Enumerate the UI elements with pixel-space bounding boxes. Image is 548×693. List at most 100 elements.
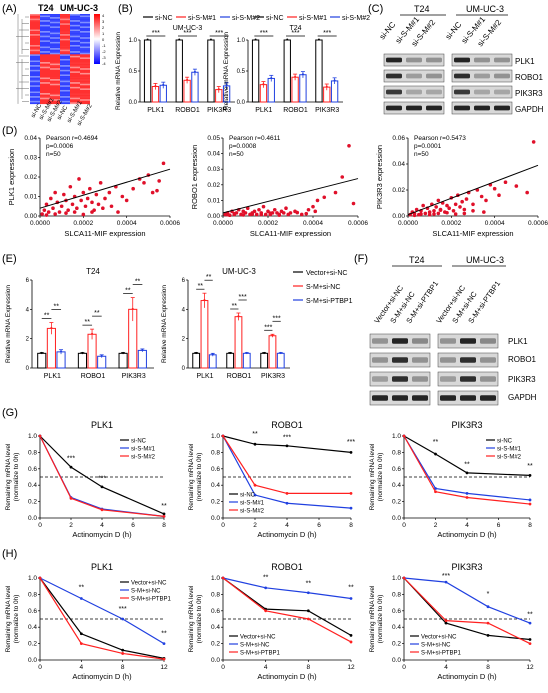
chart-title: PLK1	[91, 562, 113, 572]
heatmap-cell	[40, 76, 50, 78]
data-point	[44, 202, 49, 207]
heatmap-cell	[60, 71, 70, 74]
blot-band	[392, 357, 408, 363]
x-tick-label: 0.0006	[528, 220, 548, 227]
heatmap-cell	[50, 15, 60, 18]
y-tick-label: 0.5	[129, 69, 138, 75]
heatmap-cell	[40, 18, 50, 21]
x-tick-label: 0.0004	[117, 220, 137, 227]
y-tick-label: 0.2	[28, 499, 37, 506]
data-point	[471, 209, 475, 213]
data-point	[96, 202, 101, 207]
heatmap-cell	[40, 58, 50, 61]
significance-label: **	[348, 584, 354, 591]
heatmap-cell	[70, 45, 80, 47]
heatmap-cell	[70, 71, 80, 74]
blot-band	[474, 73, 490, 79]
data-point	[252, 209, 257, 214]
colorbar-label: 3	[102, 19, 105, 24]
heatmap-cell	[30, 32, 40, 35]
y-tick-label: 0.06	[392, 135, 405, 142]
x-axis-label: Actinomycin D (h)	[72, 530, 132, 539]
data-point	[531, 140, 536, 144]
y-axis-label: (normalize to 0h)	[13, 595, 20, 644]
data-point	[100, 508, 104, 512]
y-tick-label: 0.6	[211, 608, 220, 615]
heatmap-cell	[30, 51, 40, 53]
panel-letter-g: (G)	[2, 407, 18, 419]
data-point	[349, 506, 353, 510]
heatmap-cell	[30, 71, 40, 74]
x-tick-label: 12	[160, 664, 168, 671]
legend-label: si-S-M#1	[240, 501, 265, 507]
heatmap-cell	[60, 27, 70, 30]
bar	[77, 352, 87, 369]
y-tick-label: 4	[182, 307, 186, 313]
heatmap-cell	[80, 17, 90, 19]
data-point	[257, 207, 261, 212]
data-point	[186, 78, 189, 81]
heatmap-cell	[80, 100, 90, 103]
heatmap-cell	[50, 41, 60, 44]
data-point	[229, 351, 232, 354]
y-tick-label: 2	[182, 337, 186, 343]
heatmap-cell	[70, 21, 80, 24]
heatmap-cells	[30, 14, 90, 105]
heatmap-cell	[50, 99, 60, 101]
blot-band	[440, 338, 456, 344]
stat-label: Pearson r=0.5473	[414, 135, 466, 142]
y-tick-label: 0.0	[28, 515, 37, 522]
y-tick-label: 0.2	[211, 641, 220, 648]
data-point	[349, 640, 353, 644]
data-point	[261, 204, 266, 209]
data-point	[349, 492, 353, 495]
x-tick-label: 4	[444, 664, 448, 671]
heatmap-cell	[50, 79, 60, 81]
heatmap-cell	[50, 52, 60, 55]
heatmap-cell	[80, 45, 90, 47]
blot-title-umuc3: UM-UC-3	[466, 4, 504, 14]
data-point	[486, 621, 490, 625]
heatmap-cell	[60, 68, 70, 70]
data-point	[203, 299, 206, 302]
data-point	[150, 190, 155, 195]
heatmap-cell	[40, 86, 50, 89]
blot-band	[386, 57, 402, 63]
blot-band	[494, 73, 510, 79]
heatmap-cell	[70, 18, 80, 21]
heatmap-cell	[80, 71, 90, 74]
heatmap-cell	[50, 62, 60, 64]
heatmap-cell	[60, 72, 70, 75]
blot-strip	[383, 53, 445, 67]
heatmap-cell	[50, 20, 60, 22]
heatmap-cell	[80, 77, 90, 80]
significance-label: **	[263, 575, 269, 582]
legend-label: si-S-M#1	[497, 447, 522, 453]
y-tick-label: 0.05	[207, 135, 220, 142]
heatmap-cell	[30, 37, 40, 39]
y-tick-label: 0.4	[28, 482, 37, 489]
panel-b-legends: si-NC si-S-M#1 si-S-M#2 si-NC si-S-M#1 s…	[143, 15, 370, 22]
data-point	[250, 212, 255, 216]
heatmap-cell	[40, 20, 50, 22]
blot-band	[474, 89, 490, 95]
data-point	[445, 203, 449, 208]
y-tick-label: 0.0	[392, 657, 401, 664]
blot-band	[454, 105, 470, 111]
blot-title-t24: T24	[409, 255, 425, 265]
x-tick-label: 6	[131, 522, 135, 529]
heatmap-cell	[40, 66, 50, 69]
data-point	[262, 83, 265, 86]
bar	[56, 351, 66, 369]
data-point	[154, 85, 157, 87]
data-point	[414, 207, 419, 212]
data-point	[497, 193, 501, 197]
heatmap-cell	[70, 51, 80, 53]
heatmap-cell	[40, 27, 50, 30]
heatmap-cell	[40, 60, 50, 63]
heatmap-cell	[70, 93, 80, 95]
significance-label: **	[433, 439, 439, 446]
blot-protein-label: PIK3R3	[515, 89, 543, 98]
data-point	[311, 204, 315, 209]
data-point	[107, 190, 112, 195]
